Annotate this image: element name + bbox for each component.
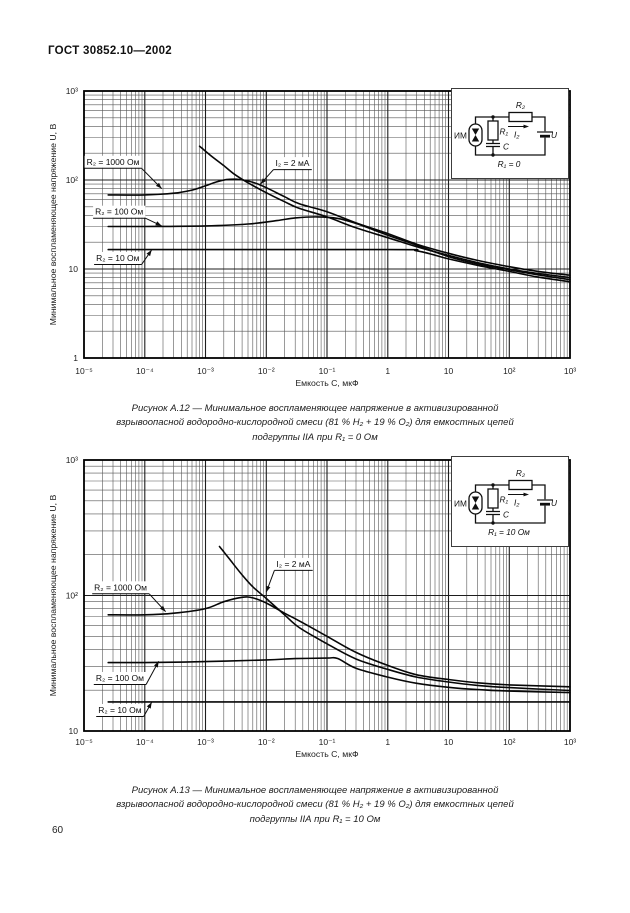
condition-label: R₁ = 10 Ом — [488, 527, 530, 537]
x-axis-title: Емкость С, мкФ — [295, 378, 359, 388]
chart-2: 10⁻⁵ 10⁻⁴ 10⁻³ 10⁻² 10⁻¹ 1 10 10² 10³ 10³ 10² 10 Емк… — [48, 455, 576, 759]
curve-label-bg — [274, 557, 313, 570]
y-tick-label: 10² — [66, 591, 78, 601]
curve-label: R₂ = 10 Ом — [96, 253, 140, 263]
i2-label: I₂ — [514, 130, 520, 140]
curve-label: R₂ = 100 Ом — [95, 207, 143, 217]
curve-label-bg — [273, 157, 312, 170]
curve-3 — [107, 216, 571, 281]
y-axis-title: Минимальное воспламеняющее напряжение U,… — [48, 495, 58, 697]
x-tick-label: 10⁻³ — [197, 737, 214, 747]
figure-caption-a12: Рисунок А.12 — Минимальное воспламеняюще… — [116, 403, 514, 443]
curve-label-arrowhead — [159, 605, 166, 612]
r2-label: R₂ — [516, 468, 526, 478]
curve-label-arrowhead — [155, 221, 162, 226]
figure-caption-a13: Рисунок А.13 — Минимальное воспламеняюще… — [116, 785, 514, 825]
curve-label-bg — [93, 205, 146, 218]
curve-label-arrowhead — [266, 585, 271, 593]
curve-label-bg — [96, 704, 144, 716]
x-tick-label: 10⁻¹ — [319, 366, 336, 376]
c-label: C — [503, 510, 510, 520]
y-tick-label: 1 — [73, 353, 78, 363]
condition-label: R₁ = 0 — [498, 159, 521, 169]
x-tick-label: 10⁻⁴ — [136, 366, 154, 376]
resistor-r1-icon — [487, 488, 499, 509]
x-tick-label: 10⁻² — [258, 366, 275, 376]
curve-label: R₂ = 1000 Ом — [94, 582, 147, 592]
capacitor-icon — [486, 142, 500, 148]
y-tick-label: 10³ — [66, 86, 78, 96]
curve-label-bg — [84, 155, 142, 168]
x-tick-label: 10⁻² — [258, 737, 275, 747]
u-label: U — [551, 498, 558, 508]
u-label: U — [551, 130, 558, 140]
capacitor-icon — [486, 510, 500, 516]
curve-label-arrowhead — [146, 702, 152, 709]
x-tick-label: 10⁻³ — [197, 366, 214, 376]
x-tick-label: 10² — [503, 737, 515, 747]
x-tick-label: 10³ — [564, 366, 576, 376]
x-tick-label: 10⁻⁵ — [75, 366, 92, 376]
x-tick-label: 10 — [444, 366, 454, 376]
y-tick-label: 10 — [69, 264, 79, 274]
page-number: 60 — [52, 825, 64, 836]
y-tick-label: 10 — [69, 726, 79, 736]
y-axis-title: Минимальное воспламеняющее напряжение U,… — [48, 124, 58, 326]
x-tick-label: 10⁻⁴ — [136, 737, 154, 747]
current-arrow-icon — [508, 124, 529, 129]
curve-label-arrowhead — [155, 182, 162, 189]
y-tick-label: 10² — [66, 175, 78, 185]
x-tick-label: 1 — [385, 366, 390, 376]
resistor-r2-icon — [508, 111, 533, 123]
x-tick-label: 10² — [503, 366, 515, 376]
curve-3 — [107, 656, 571, 694]
curve-label: R₂ = 100 Ом — [96, 673, 144, 683]
x-axis-title: Емкость С, мкФ — [295, 749, 359, 759]
resistor-r2-icon — [508, 479, 533, 491]
r1-label: R₁ — [500, 495, 509, 505]
plot-frame — [83, 459, 571, 732]
document-header: ГОСТ 30852.10—2002 — [48, 45, 172, 57]
curve-label-arrowhead — [146, 249, 152, 257]
curve-2 — [218, 545, 571, 692]
circuit-wires — [474, 483, 553, 525]
curve-label-bg — [93, 672, 147, 684]
spark-gap-icon — [468, 123, 483, 147]
x-tick-label: 1 — [385, 737, 390, 747]
curve-label: I₂ = 2 мА — [276, 158, 310, 168]
x-tick-label: 10⁻¹ — [319, 737, 336, 747]
curve-label: R₂ = 1000 Ом — [87, 157, 140, 167]
x-tick-label: 10 — [444, 737, 454, 747]
curve-label: I₂ = 2 мА — [276, 559, 310, 569]
x-tick-label: 10⁻⁵ — [75, 737, 92, 747]
spark-gap-icon — [468, 491, 483, 515]
im-label: ИМ — [454, 499, 467, 509]
r2-label: R₂ — [516, 100, 526, 110]
r1-label: R₁ — [500, 127, 509, 137]
circuit-wires — [474, 115, 553, 157]
curve-label-arrowhead — [154, 661, 159, 668]
curve-4 — [107, 248, 571, 283]
circuit-inset-1: ИМ R₂ R₁ I₂ C U R₁ = 0 — [451, 88, 569, 179]
curve-label-bg — [94, 252, 142, 264]
x-tick-label: 10³ — [564, 737, 576, 747]
curve-label-arrowhead — [260, 178, 266, 185]
i2-label: I₂ — [514, 498, 520, 508]
y-tick-label: 10³ — [66, 455, 78, 465]
current-arrow-icon — [508, 492, 529, 497]
c-label: C — [503, 142, 510, 152]
im-label: ИМ — [454, 131, 467, 141]
resistor-r1-icon — [487, 120, 499, 141]
curve-label: R₂ = 10 Ом — [98, 705, 142, 715]
plot-frame — [83, 90, 571, 359]
curve-1 — [107, 596, 571, 688]
curve-label-bg — [92, 581, 150, 594]
circuit-inset-2: ИМ R₂ R₁ I₂ C U R₁ = 10 Ом — [451, 456, 569, 547]
curve-1 — [107, 178, 571, 277]
